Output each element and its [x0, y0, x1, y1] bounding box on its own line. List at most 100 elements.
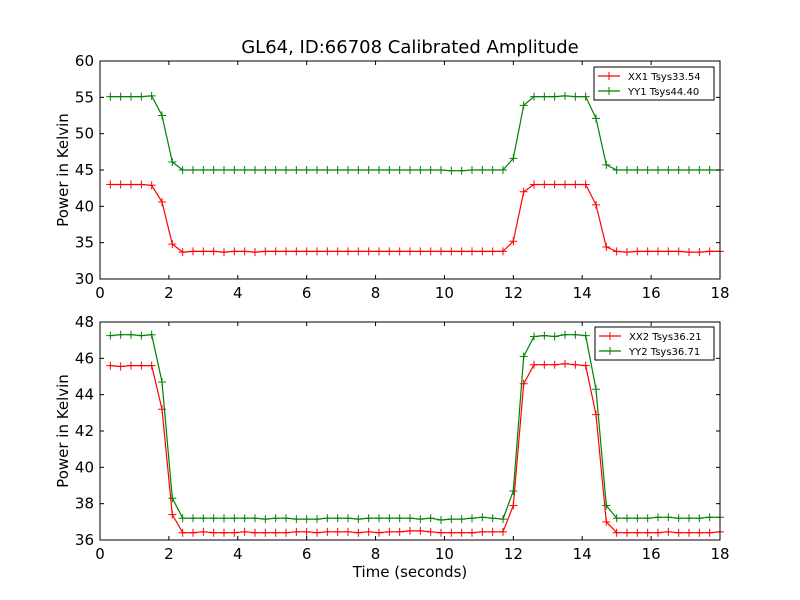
data-point-marker [571, 330, 580, 339]
legend-box [594, 326, 715, 361]
data-point-marker [468, 514, 476, 523]
x-tick-label: 12 [504, 545, 523, 563]
data-point-marker [199, 166, 208, 174]
data-point-marker [478, 166, 487, 174]
data-point-marker [685, 528, 693, 537]
y-tick-label: 50 [75, 125, 94, 143]
data-point-marker [540, 92, 549, 101]
x-tick-label: 4 [233, 545, 243, 563]
x-tick-label: 18 [710, 284, 729, 302]
data-point-marker [437, 516, 445, 525]
data-point-marker [509, 501, 518, 510]
x-tick-label: 14 [573, 284, 592, 302]
data-point-marker [178, 166, 187, 174]
y-axis-label: Power in Kelvin [54, 374, 72, 488]
data-point-marker [323, 247, 332, 256]
data-point-marker [199, 247, 208, 256]
data-point-marker [437, 247, 445, 256]
data-point-marker [416, 247, 425, 256]
data-point-marker [251, 248, 259, 257]
data-point-marker [406, 514, 414, 523]
x-tick-label: 8 [371, 284, 381, 302]
data-point-marker [209, 528, 218, 537]
data-point-marker [478, 513, 487, 522]
data-point-marker [654, 166, 662, 174]
data-point-marker [643, 247, 652, 256]
data-point-marker [106, 361, 115, 370]
data-point-marker [695, 528, 704, 537]
data-point-marker [685, 248, 693, 257]
data-point-marker [282, 247, 290, 256]
data-point-marker [395, 527, 404, 536]
data-point-marker [643, 514, 652, 523]
data-point-marker [199, 514, 208, 523]
data-point-marker [550, 360, 559, 369]
data-point-marker [612, 166, 621, 174]
y-tick-label: 40 [75, 197, 94, 215]
data-point-marker [685, 166, 693, 174]
data-point-marker [602, 501, 611, 510]
data-point-marker [230, 514, 239, 523]
x-tick-label: 10 [435, 284, 454, 302]
data-point-marker [457, 515, 466, 524]
data-point-marker [592, 114, 600, 123]
data-point-marker [137, 180, 146, 189]
data-point-marker [457, 247, 466, 256]
y-tick-label: 45 [75, 161, 94, 179]
data-point-marker [530, 92, 538, 101]
data-point-marker [406, 247, 414, 256]
data-point-marker [695, 166, 704, 174]
data-point-marker [633, 247, 642, 256]
data-point-marker [158, 377, 166, 386]
y-tick-label: 42 [75, 422, 94, 440]
data-point-marker [395, 247, 404, 256]
data-point-marker [240, 514, 249, 523]
legend-label: YY1 Tsys44.40 [627, 87, 699, 98]
data-point-marker [147, 330, 156, 339]
data-point-marker [240, 247, 249, 256]
data-point-marker [561, 91, 569, 100]
data-point-marker [209, 247, 218, 256]
data-point-marker [354, 166, 363, 174]
data-point-marker [612, 528, 621, 537]
data-point-marker [426, 514, 435, 523]
data-point-marker [323, 514, 332, 523]
data-point-marker [240, 166, 249, 174]
x-tick-label: 16 [642, 284, 661, 302]
x-tick-label: 0 [95, 545, 105, 563]
data-point-marker [116, 362, 125, 371]
data-point-marker [592, 385, 600, 394]
data-point-marker [271, 514, 280, 523]
y-tick-label: 48 [75, 313, 94, 331]
data-point-marker [251, 514, 259, 523]
data-point-marker [313, 528, 321, 537]
data-point-marker [199, 527, 208, 536]
data-point-marker [209, 166, 218, 174]
data-point-marker [302, 247, 311, 256]
data-point-marker [633, 528, 642, 537]
data-point-marker [395, 166, 404, 174]
data-point-marker [292, 515, 301, 524]
data-point-marker [674, 166, 683, 174]
data-point-marker [220, 166, 228, 174]
data-point-marker [137, 361, 146, 370]
data-point-marker [468, 166, 476, 174]
data-point-marker [261, 515, 270, 524]
data-point-marker [127, 92, 135, 101]
data-point-marker [499, 247, 507, 256]
data-point-marker [354, 247, 363, 256]
data-point-marker [685, 514, 693, 523]
data-point-marker [375, 514, 383, 523]
data-point-marker [664, 166, 673, 174]
data-point-marker [695, 514, 704, 523]
data-point-marker [209, 514, 218, 523]
y-tick-label: 38 [75, 495, 94, 513]
data-point-marker [488, 247, 497, 256]
data-point-marker [488, 514, 497, 523]
data-point-marker [364, 527, 373, 536]
data-point-marker [313, 247, 321, 256]
data-point-marker [127, 180, 135, 189]
data-point-marker [282, 166, 290, 174]
data-point-marker [581, 92, 590, 101]
data-point-marker [633, 166, 642, 174]
